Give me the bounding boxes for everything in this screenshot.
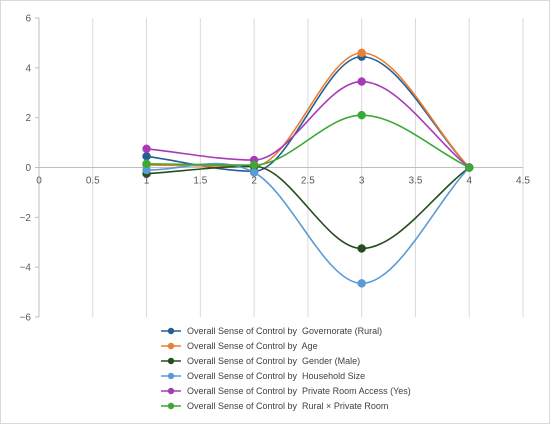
legend-marker-5 [167, 402, 175, 410]
y-tick-label-5: −4 [20, 263, 32, 274]
series-lines [146, 52, 470, 285]
x-tick-label-2: 1 [144, 176, 150, 187]
x-tick-label-0: 0 [36, 176, 42, 187]
legend-label-5: Overall Sense of Control by Rural × Priv… [187, 401, 388, 411]
legend-label-1: Overall Sense of Control by Age [187, 341, 318, 351]
data-point-5-0 [142, 159, 151, 169]
data-point-1-2 [357, 48, 366, 58]
y-tick-label-1: 4 [25, 63, 31, 74]
y-tick-label-3: 0 [25, 163, 31, 174]
legend-label-0: Overall Sense of Control by Governorate … [187, 326, 382, 336]
x-tick-label-6: 3 [359, 176, 365, 187]
data-point-5-2 [357, 110, 366, 120]
series-markers [142, 48, 474, 288]
y-tick-label-4: −2 [20, 213, 32, 224]
data-point-2-2 [357, 244, 366, 253]
axes [35, 17, 523, 318]
tick-labels: 6 4 2 0 −2 −4 −6 0 0.5 1 1.5 2 2.5 3 3.5 4 4.5 [20, 14, 531, 324]
data-point-4-2 [357, 77, 366, 86]
series-line-3 [146, 162, 470, 285]
x-tick-label-4: 2 [251, 176, 257, 187]
series-line-0 [146, 55, 470, 173]
data-point-3-2 [357, 279, 366, 288]
series-line-5 [146, 114, 470, 169]
legend-label-2: Overall Sense of Control by Gender (Male… [187, 356, 360, 366]
legend-label-4: Overall Sense of Control by Private Room… [187, 386, 411, 396]
series-line-2 [146, 165, 470, 250]
legend-marker-0 [167, 327, 175, 335]
legend-marker-2 [167, 357, 175, 365]
y-tick-label-2: 2 [25, 113, 31, 124]
x-tick-label-9: 4.5 [516, 176, 530, 187]
data-point-5-3 [464, 163, 474, 172]
legend-marker-3 [167, 372, 175, 380]
legend-marker-1 [167, 342, 175, 350]
y-tick-label-6: −6 [20, 313, 32, 324]
y-tick-label-0: 6 [25, 14, 31, 25]
x-tick-label-3: 1.5 [193, 176, 207, 187]
x-tick-label-5: 2.5 [301, 176, 315, 187]
legend-marker-4 [167, 387, 175, 395]
x-tick-label-1: 0.5 [86, 176, 100, 187]
data-point-5-1 [249, 160, 259, 170]
legend-label-3: Overall Sense of Control by Household Si… [187, 371, 365, 381]
x-tick-label-7: 3.5 [408, 176, 422, 187]
legend: Overall Sense of Control by Governorate … [161, 326, 411, 411]
series-line-1 [146, 52, 470, 169]
x-tick-label-8: 4 [466, 176, 472, 187]
series-line-4 [146, 80, 470, 169]
data-point-4-0 [142, 144, 151, 154]
data-point-0-0 [142, 152, 151, 161]
